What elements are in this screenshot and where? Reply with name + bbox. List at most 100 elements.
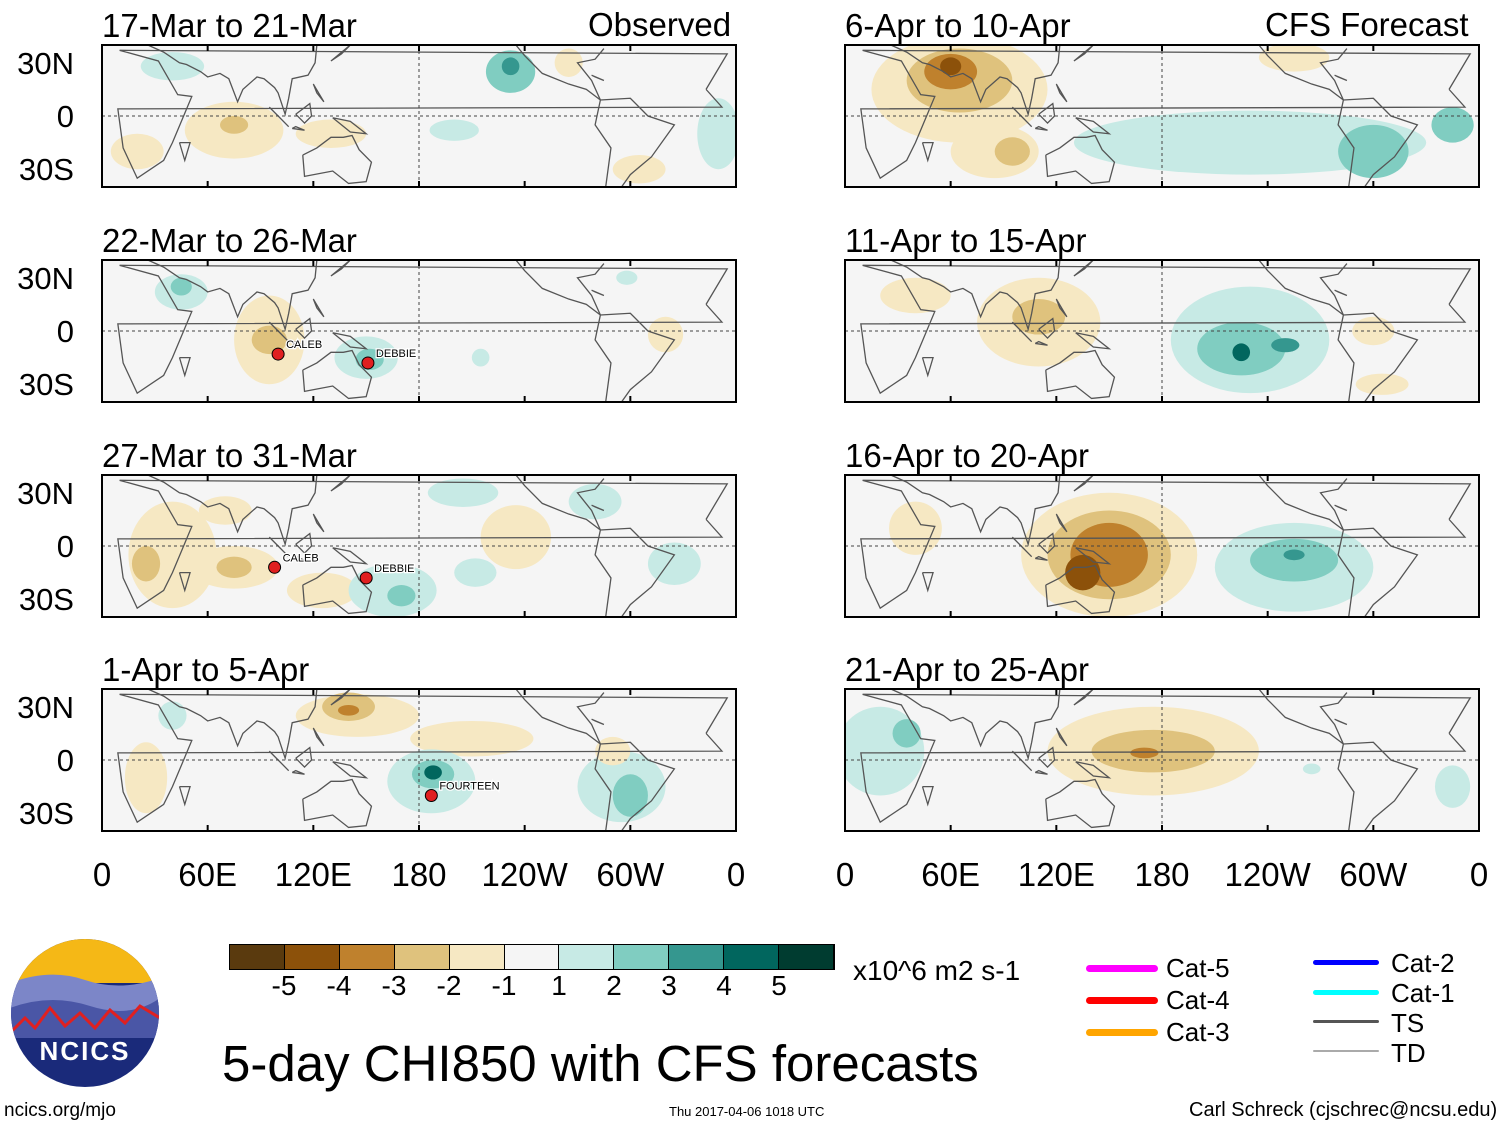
coastline — [295, 746, 313, 769]
coastline — [1258, 44, 1348, 101]
storm-icon — [424, 789, 438, 802]
coastline — [860, 264, 1472, 395]
storm-label: FOURTEEN — [439, 781, 499, 793]
legend-label: Cat-3 — [1166, 1017, 1230, 1047]
anomaly-contour — [219, 116, 249, 134]
map-panel: CALEB DEBBIE — [101, 259, 737, 403]
storm-icon — [361, 356, 375, 370]
lon-label: 60E — [178, 856, 238, 893]
lat-label: 30N — [17, 689, 74, 725]
colorbar-tick: -3 — [381, 970, 407, 1001]
anomaly-contour — [612, 155, 666, 184]
coastline — [268, 536, 290, 558]
coastline — [1034, 340, 1048, 346]
coastline — [332, 761, 369, 779]
coastline — [594, 741, 676, 832]
coastline — [291, 769, 305, 775]
anomaly-contour — [616, 270, 638, 285]
coastline — [1073, 688, 1094, 706]
colorbar-swatch — [559, 945, 615, 969]
coastline — [302, 564, 373, 615]
colorbar-tick: 2 — [606, 970, 622, 1001]
coastline — [147, 474, 318, 547]
coastline — [1011, 750, 1033, 772]
coastline — [1075, 761, 1112, 779]
coastline — [295, 102, 313, 125]
coastline — [1258, 474, 1348, 531]
coastline — [1055, 727, 1068, 747]
colorbar-tick: 1 — [551, 970, 567, 1001]
coastline — [117, 693, 729, 824]
anomaly-contour — [216, 556, 252, 578]
anomaly-contour — [140, 52, 205, 81]
lon-label: 120E — [274, 856, 352, 893]
coastline — [1073, 259, 1094, 277]
anomaly-contour — [892, 719, 921, 748]
legend-line-cat-4 — [1086, 997, 1158, 1004]
panel-title: 16-Apr to 20-Apr — [845, 437, 1089, 474]
map-panel — [101, 44, 737, 188]
colorbar — [229, 944, 835, 970]
footer-author: Carl Schreck (cjschrec@ncsu.edu) — [1189, 1099, 1498, 1121]
map-panel — [844, 688, 1480, 832]
lat-label: 30N — [17, 475, 74, 511]
storm-icon — [271, 347, 285, 361]
colorbar-swatch — [394, 945, 450, 969]
anomaly-contour — [647, 316, 684, 353]
anomaly-contour — [1355, 373, 1409, 395]
coastline — [1334, 74, 1348, 82]
map-panel: FOURTEEN — [101, 688, 737, 832]
coastline — [178, 571, 191, 593]
anomaly-contour — [128, 501, 217, 609]
coastline — [1034, 125, 1048, 131]
lon-label: 60E — [921, 856, 981, 893]
anomaly-contour — [110, 133, 164, 170]
ncics-logo: NCICS — [10, 938, 160, 1088]
anomaly-contour — [295, 119, 367, 148]
coastline — [860, 479, 1472, 610]
legend-line-cat-2 — [1313, 960, 1379, 965]
lon-label: 60W — [1339, 856, 1408, 893]
coastline — [1055, 298, 1068, 318]
coastline — [332, 332, 369, 350]
lon-label: 0 — [92, 856, 112, 893]
coastline — [1038, 532, 1056, 555]
coastline — [312, 727, 325, 747]
panel-title: 11-Apr to 15-Apr — [845, 222, 1087, 259]
coastline — [1038, 746, 1056, 769]
storm-label: CALEB — [286, 339, 322, 351]
map-panel — [844, 474, 1480, 618]
coastline — [1334, 504, 1348, 512]
coastline — [515, 474, 605, 531]
coastline — [591, 718, 605, 726]
coastline — [312, 83, 325, 103]
lat-label: 30S — [18, 582, 74, 618]
coastline — [921, 571, 934, 593]
colorbar-swatch — [284, 945, 340, 969]
anomaly-contour — [612, 774, 648, 817]
colorbar-tick: 4 — [716, 970, 732, 1001]
legend-line-cat-1 — [1313, 990, 1379, 995]
coastline — [921, 141, 934, 163]
lat-label: 30S — [18, 152, 74, 188]
anomaly-contour — [410, 720, 534, 757]
lat-label: 0 — [56, 743, 74, 778]
legend-line-cat-3 — [1086, 1029, 1158, 1036]
map-panel — [844, 259, 1480, 403]
coastline — [1075, 547, 1112, 565]
coastline — [1034, 555, 1048, 561]
anomaly-contour — [198, 496, 252, 525]
footer-url[interactable]: ncics.org/mjo — [4, 1100, 116, 1121]
coastline — [147, 44, 318, 117]
storm-label: CALEB — [283, 552, 319, 564]
anomaly-contour — [1130, 747, 1159, 759]
anomaly-contour — [1012, 299, 1066, 335]
anomaly-contour — [387, 585, 416, 607]
lat-label: 0 — [56, 314, 74, 349]
coastline — [1011, 536, 1033, 558]
lon-label: 180 — [391, 856, 447, 893]
anomaly-contour — [251, 325, 287, 355]
observed-label: Observed — [588, 6, 732, 43]
coastline — [1075, 117, 1112, 135]
coastline — [1258, 259, 1348, 316]
